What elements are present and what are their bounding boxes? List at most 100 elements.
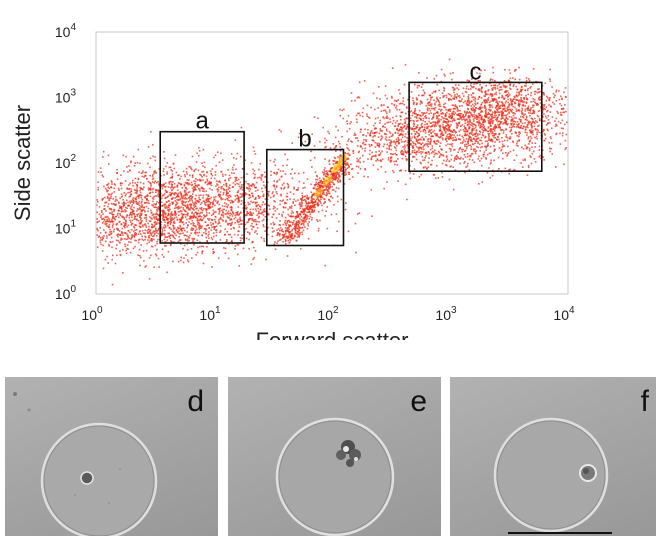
data-point	[504, 68, 506, 71]
data-point	[388, 148, 390, 151]
data-point	[234, 176, 236, 179]
data-point	[487, 89, 490, 91]
data-point	[180, 200, 183, 203]
data-point	[221, 159, 224, 161]
data-point	[229, 202, 232, 204]
data-point	[117, 187, 120, 190]
data-point	[370, 131, 372, 133]
data-point	[216, 202, 218, 204]
data-point	[169, 194, 172, 197]
data-point	[98, 206, 101, 208]
data-point	[385, 136, 388, 138]
data-point	[123, 231, 126, 234]
data-point	[363, 143, 366, 146]
data-point	[149, 229, 152, 231]
data-point	[275, 185, 278, 187]
data-point	[564, 148, 567, 150]
data-point	[207, 199, 210, 202]
data-point	[184, 191, 186, 194]
data-point	[141, 235, 143, 238]
data-point	[123, 225, 126, 227]
data-point	[472, 96, 475, 98]
data-point	[516, 135, 518, 137]
data-point	[440, 154, 443, 156]
data-point	[251, 219, 254, 221]
data-point	[430, 122, 433, 124]
data-point	[246, 186, 248, 189]
data-point	[347, 140, 349, 142]
data-point	[459, 116, 462, 119]
data-point	[311, 197, 313, 200]
data-point	[412, 155, 414, 158]
data-point	[459, 100, 461, 103]
data-point	[549, 121, 551, 124]
data-point	[193, 170, 195, 172]
data-point	[472, 149, 475, 152]
data-point	[177, 208, 180, 210]
data-point	[175, 192, 178, 195]
data-point	[287, 186, 289, 189]
data-point	[213, 177, 216, 180]
data-point	[163, 232, 166, 235]
data-point	[344, 163, 346, 165]
data-point	[487, 93, 489, 96]
data-point	[181, 187, 184, 189]
data-point	[227, 257, 230, 260]
data-point	[480, 97, 483, 99]
data-point	[528, 122, 530, 125]
data-point	[546, 128, 549, 131]
data-point	[506, 136, 508, 139]
data-point	[508, 172, 510, 175]
data-point	[182, 195, 185, 197]
data-point	[183, 183, 186, 186]
data-point	[544, 82, 547, 84]
data-point	[259, 162, 262, 165]
data-point	[116, 222, 119, 225]
data-point	[186, 231, 189, 233]
data-point	[477, 134, 479, 137]
data-point	[494, 126, 496, 129]
data-point	[464, 150, 466, 152]
data-point	[544, 134, 546, 136]
data-point	[96, 234, 98, 236]
data-point	[191, 237, 194, 240]
data-point	[459, 109, 461, 112]
data-point	[134, 233, 136, 235]
data-point	[231, 172, 233, 174]
data-point	[169, 187, 172, 189]
data-point	[255, 204, 258, 207]
data-point	[421, 112, 423, 114]
data-point	[397, 125, 400, 128]
data-point	[448, 129, 451, 131]
data-point	[526, 146, 529, 149]
data-point	[474, 103, 477, 106]
data-point	[131, 214, 133, 216]
data-point	[217, 200, 219, 203]
data-point	[445, 138, 447, 141]
data-point	[436, 153, 438, 155]
data-point	[387, 106, 389, 108]
data-point	[438, 89, 440, 92]
data-point	[156, 195, 158, 197]
data-point	[241, 237, 243, 240]
data-point	[521, 104, 524, 107]
data-point	[532, 150, 535, 153]
data-point	[536, 102, 539, 105]
data-point	[456, 118, 459, 120]
data-point	[469, 132, 471, 135]
data-point	[527, 166, 530, 169]
data-point	[237, 196, 240, 198]
data-point	[198, 194, 200, 197]
data-point	[377, 159, 379, 162]
data-point	[527, 136, 530, 138]
data-point	[154, 180, 156, 182]
data-point	[516, 121, 519, 123]
data-point	[165, 191, 168, 194]
data-point	[127, 191, 129, 194]
data-point	[516, 91, 518, 94]
data-point	[451, 104, 454, 106]
data-point	[551, 116, 554, 118]
data-point	[364, 147, 367, 150]
data-point	[459, 125, 462, 127]
data-point	[480, 126, 482, 128]
